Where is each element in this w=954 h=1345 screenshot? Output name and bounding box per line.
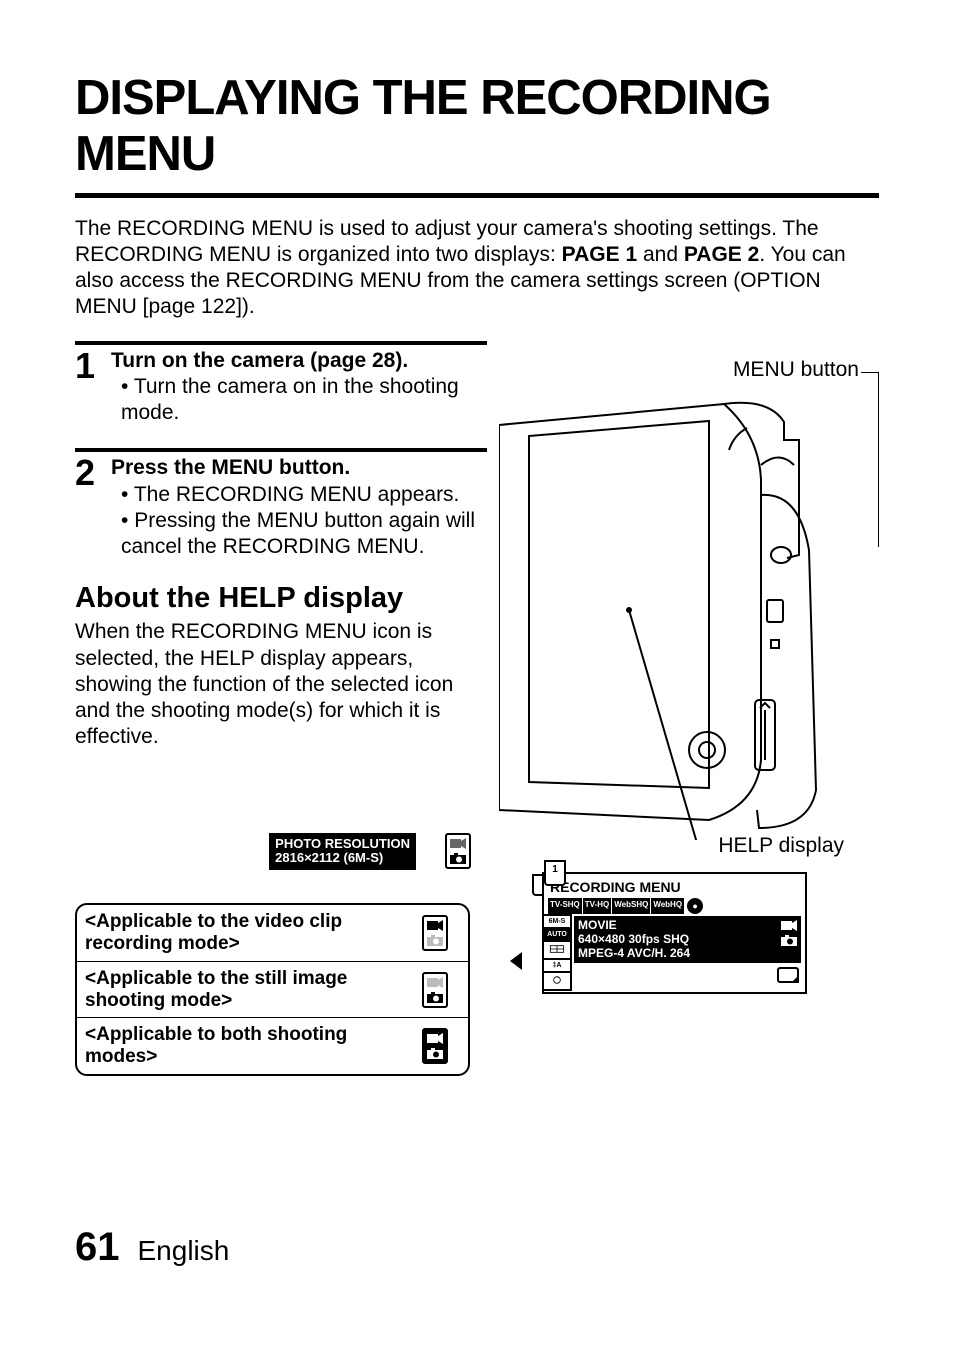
video-icon — [780, 919, 798, 932]
video-tab-1: TV-HQ — [583, 898, 611, 914]
camera-icon — [426, 1047, 444, 1060]
page-footer: 61 English — [75, 1225, 229, 1270]
camera-icon — [426, 934, 444, 947]
video-icon — [426, 1032, 444, 1045]
camera-icon — [780, 934, 798, 947]
step-1: 1 Turn on the camera (page 28). Turn the… — [75, 341, 487, 427]
video-icon — [426, 919, 444, 932]
video-tab-0: TV-SHQ — [548, 898, 582, 914]
page-title: DISPLAYING THE RECORDING MENU — [75, 70, 879, 198]
language-label: English — [138, 1235, 230, 1267]
step-2-bullet-1: The RECORDING MENU appears. — [121, 482, 487, 508]
camera-icon — [426, 991, 444, 1004]
highlight-line-2: 640×480 30fps SHQ — [578, 933, 797, 947]
steps-column: 1 Turn on the camera (page 28). Turn the… — [75, 341, 487, 751]
video-mode-badge — [422, 915, 448, 951]
page-corner-icon — [548, 967, 799, 988]
recording-menu-screen: 1 RECORDING MENU TV-SHQ TV-HQ WebSHQ Web… — [524, 872, 807, 994]
step-2-bullet-2: Pressing the MENU button again will canc… — [121, 508, 487, 561]
highlight-line-1: MOVIE — [578, 919, 797, 933]
step-2: 2 Press the MENU button. The RECORDING M… — [75, 448, 487, 560]
video-tab-3: WebHQ — [651, 898, 684, 914]
step-2-number: 2 — [75, 455, 111, 491]
about-text: When the RECORDING MENU icon is selected… — [75, 619, 487, 750]
photo-res-line-2: 2816×2112 (6M-S) — [275, 851, 410, 865]
page-number: 61 — [75, 1225, 120, 1270]
intro-bold-2: PAGE 2 — [684, 243, 759, 266]
help-display-label: HELP display — [718, 834, 844, 858]
left-tab-2 — [542, 940, 572, 960]
mic-icon: ● — [687, 898, 703, 914]
legend-row-both: <Applicable to both shooting modes> — [77, 1018, 468, 1074]
video-tab-2: WebSHQ — [612, 898, 650, 914]
photo-mode-badge — [422, 972, 448, 1008]
leader-line-vert — [878, 372, 879, 547]
left-arrow-icon — [510, 952, 522, 970]
left-tabs: 6M-S AUTO ‡A — [542, 914, 572, 989]
leader-line — [861, 372, 879, 373]
left-tab-4 — [542, 971, 572, 991]
menu-button-label: MENU button — [733, 358, 859, 382]
camera-icon — [449, 852, 467, 865]
camera-diagram: MENU button — [499, 350, 879, 845]
video-mode-row: TV-SHQ TV-HQ WebSHQ WebHQ ● — [548, 898, 801, 914]
legend-text-both: <Applicable to both shooting modes> — [85, 1024, 422, 1068]
step-1-number: 1 — [75, 348, 111, 384]
intro-bold-1: PAGE 1 — [562, 243, 637, 266]
video-icon — [426, 976, 444, 989]
video-icon — [449, 837, 467, 850]
step-1-heading: Turn on the camera (page 28). — [111, 348, 487, 374]
camera-illustration — [499, 350, 879, 840]
legend-text-video: <Applicable to the video clip recording … — [85, 911, 422, 955]
legend-row-photo: <Applicable to the still image shooting … — [77, 962, 468, 1019]
legend-text-photo: <Applicable to the still image shooting … — [85, 968, 422, 1012]
intro-text-2: and — [637, 243, 684, 266]
photo-res-line-1: PHOTO RESOLUTION — [275, 837, 410, 851]
mode-legend-table: <Applicable to the video clip recording … — [75, 903, 470, 1076]
highlight-box: MOVIE 640×480 30fps SHQ MPEG-4 AVC/H. 26… — [574, 916, 801, 963]
page-tab-number: 1 — [546, 862, 564, 877]
step-2-heading: Press the MENU button. — [111, 455, 487, 481]
mode-icons — [780, 919, 798, 947]
highlight-line-3: MPEG-4 AVC/H. 264 — [578, 947, 797, 961]
legend-row-video: <Applicable to the video clip recording … — [77, 905, 468, 962]
about-heading: About the HELP display — [75, 582, 487, 615]
photo-resolution-tooltip: PHOTO RESOLUTION 2816×2112 (6M-S) — [269, 833, 416, 870]
step-1-bullet-1: Turn the camera on in the shooting mode. — [121, 374, 487, 427]
screen-title: RECORDING MENU — [548, 878, 801, 896]
page-1-tab: 1 — [544, 860, 566, 886]
intro-paragraph: The RECORDING MENU is used to adjust you… — [75, 216, 879, 321]
both-mode-badge — [422, 1028, 448, 1064]
photo-res-icons — [445, 833, 471, 869]
